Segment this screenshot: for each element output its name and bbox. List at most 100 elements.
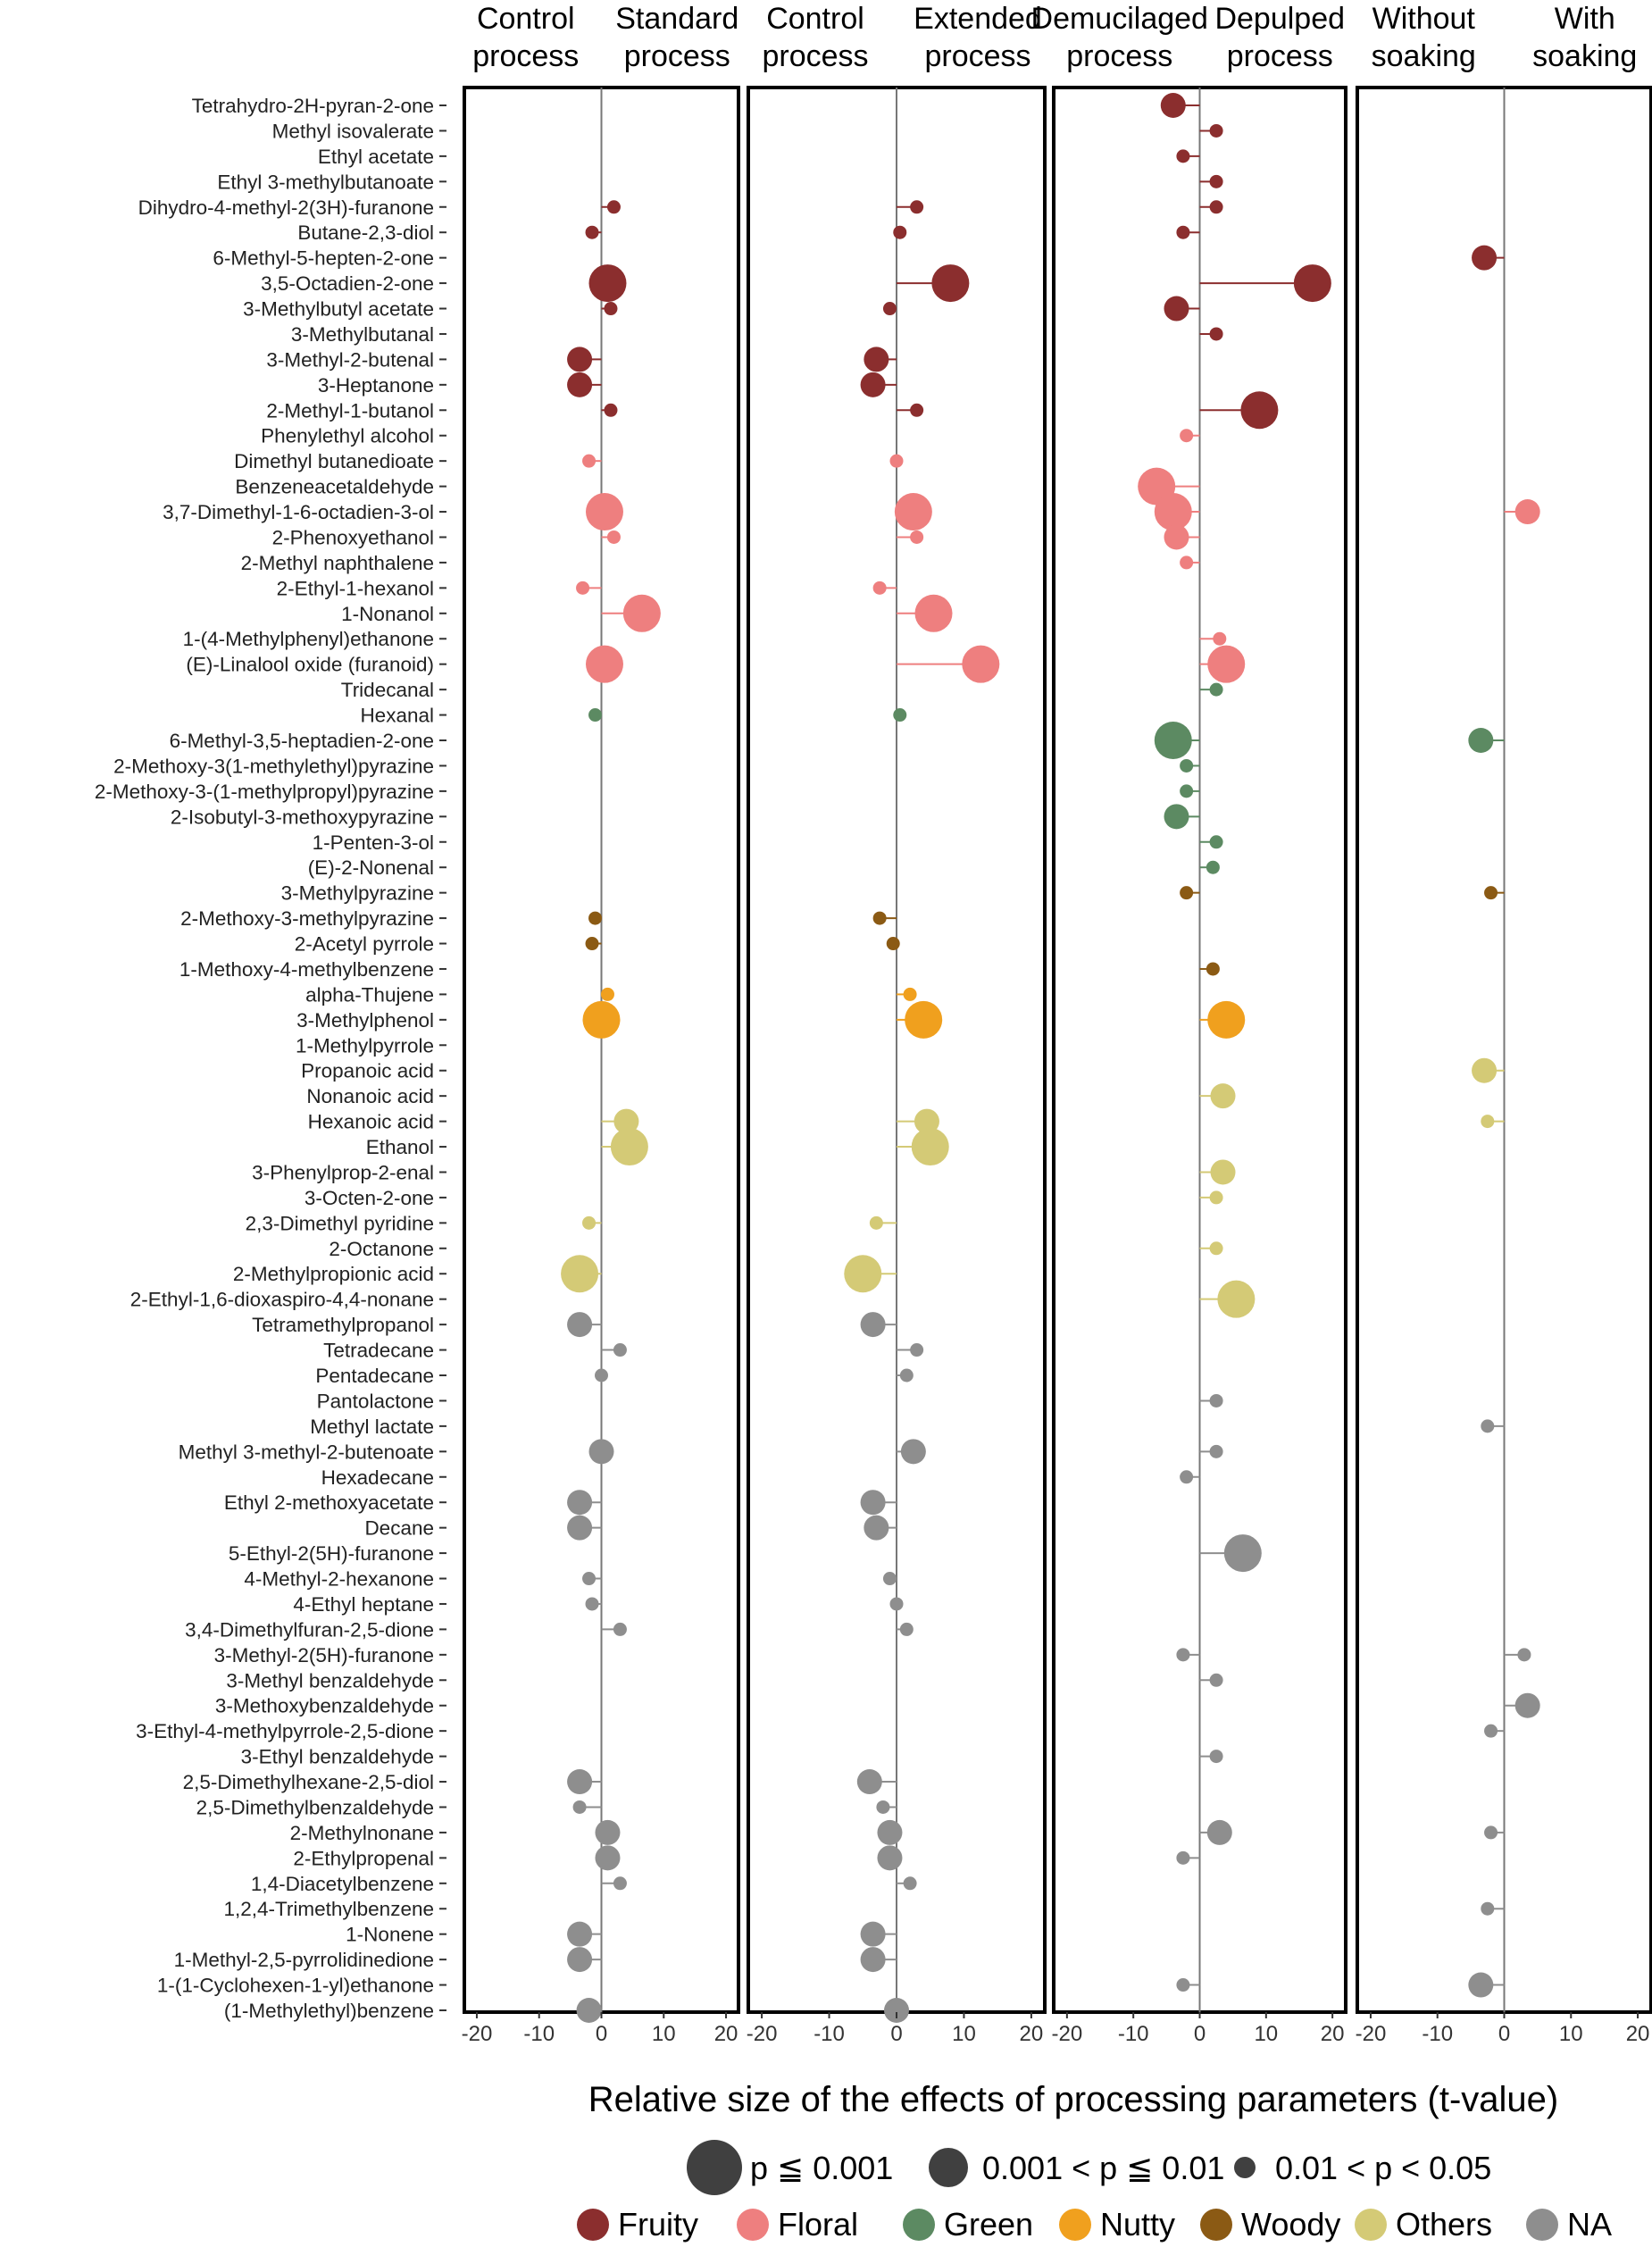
compound-label: (1-Methylethyl)benzene — [224, 2000, 434, 2022]
compound-label: Benzeneacetaldehyde — [235, 476, 434, 498]
data-marks — [561, 93, 1540, 2023]
x-tick-label: 0 — [596, 2022, 607, 2046]
category-legend-key — [1059, 2209, 1091, 2241]
data-point — [1176, 1648, 1190, 1662]
data-point — [567, 1515, 593, 1541]
compound-label: 1,2,4-Trimethylbenzene — [223, 1898, 434, 1920]
data-point — [613, 1343, 627, 1357]
data-point — [1484, 1724, 1498, 1738]
data-point — [1207, 1000, 1246, 1039]
compound-label: 2-Isobutyl-3-methoxypyrazine — [171, 806, 434, 828]
data-point — [610, 1128, 648, 1166]
data-point — [1481, 1115, 1495, 1129]
data-point — [585, 225, 599, 239]
compound-label: Ethanol — [366, 1136, 434, 1158]
panel-left-label: process — [762, 39, 868, 73]
data-point — [1484, 1825, 1498, 1840]
compound-label: 6-Methyl-5-hepten-2-one — [213, 247, 434, 270]
data-point — [864, 347, 889, 372]
data-point — [613, 1622, 627, 1636]
data-point — [1176, 1978, 1190, 1992]
data-point — [893, 708, 907, 723]
panel-left-label: process — [472, 39, 579, 73]
compound-labels: Tetrahydro-2H-pyran-2-one Methyl isovaler… — [95, 95, 446, 2022]
panel-left-label: soaking — [1372, 39, 1476, 73]
data-point — [900, 1439, 926, 1465]
compound-label: 4-Ethyl heptane — [293, 1593, 434, 1616]
data-point — [886, 937, 900, 951]
x-tick-label: -10 — [813, 2022, 845, 2046]
compound-label: 3-Methyl-2-butenal — [266, 348, 434, 371]
data-point — [582, 454, 597, 468]
data-point — [613, 1108, 639, 1134]
data-point — [1180, 758, 1194, 773]
compound-label: 2-Methyl-1-butanol — [266, 399, 434, 422]
data-point — [931, 264, 970, 303]
x-tick-label: 10 — [1559, 2022, 1583, 2046]
compound-label: 3-Phenylprop-2-enal — [252, 1161, 434, 1183]
data-point — [1209, 174, 1223, 188]
significance-legend-key — [1234, 2157, 1256, 2178]
data-point — [1180, 555, 1194, 570]
compound-label: 1-Methylpyrrole — [296, 1034, 434, 1057]
data-point — [899, 1368, 914, 1382]
compound-label: Butane-2,3-diol — [297, 221, 434, 244]
data-point — [962, 645, 1000, 683]
compound-label: 5-Ethyl-2(5H)-furanone — [229, 1542, 434, 1565]
compound-label: 2-Ethyl-1-hexanol — [277, 577, 434, 599]
data-point — [1180, 429, 1194, 443]
data-point — [1207, 645, 1246, 683]
data-point — [567, 1312, 593, 1338]
x-tick-label: 20 — [1020, 2022, 1044, 2046]
data-point — [1176, 1850, 1190, 1865]
panel-headers: ControlprocessStandardprocessControlproc… — [472, 2, 1637, 73]
data-point — [1240, 391, 1279, 430]
data-point — [914, 1108, 939, 1134]
data-point — [889, 1597, 904, 1611]
compound-label: Tridecanal — [341, 679, 434, 701]
compound-label: 2-Methoxy-3(1-methylethyl)pyrazine — [113, 755, 434, 777]
category-legend-key — [1526, 2209, 1558, 2241]
data-point — [860, 372, 886, 397]
data-point — [1468, 1972, 1494, 1998]
data-point — [894, 493, 932, 531]
data-point — [567, 372, 593, 397]
data-point — [576, 1998, 602, 2023]
data-point — [585, 1597, 599, 1611]
compound-label: Ethyl 2-methoxyacetate — [224, 1491, 434, 1514]
x-axes: -20 -10 0 10 20 -20 -10 0 10 20 -20 -10 0 10 20 -20 -10 0… — [462, 2012, 1649, 2046]
data-point — [613, 1876, 627, 1891]
data-point — [1160, 93, 1186, 118]
data-point — [1209, 835, 1223, 849]
compound-label: 2-Methyl naphthalene — [241, 552, 434, 574]
panel-left-label: Without — [1372, 2, 1476, 36]
data-point — [576, 581, 590, 595]
data-point — [1209, 1750, 1223, 1764]
significance-legend-key — [929, 2148, 968, 2187]
x-tick-label: -20 — [462, 2022, 493, 2046]
data-point — [567, 1921, 593, 1947]
data-point — [1209, 1444, 1223, 1458]
data-point — [1517, 1648, 1531, 1662]
data-point — [856, 1769, 882, 1795]
x-tick-label: 10 — [952, 2022, 976, 2046]
panel-right-label: Extended — [914, 2, 1042, 36]
compound-label: 1-Methoxy-4-methylbenzene — [179, 958, 434, 981]
data-point — [882, 302, 897, 316]
data-point — [1209, 327, 1223, 341]
category-legend-label: Others — [1396, 2206, 1492, 2243]
data-point — [582, 1000, 621, 1039]
data-point — [1481, 1419, 1495, 1433]
data-point — [882, 1572, 897, 1586]
significance-legend-label: 0.001 < p ≦ 0.01 — [982, 2150, 1224, 2186]
data-point — [877, 1845, 903, 1871]
data-point — [910, 1343, 924, 1357]
compound-label: Methyl isovalerate — [272, 120, 434, 142]
compound-label: 1-Nonene — [346, 1924, 434, 1946]
compound-label: 2-Octanone — [329, 1238, 434, 1260]
data-point — [567, 1947, 593, 1973]
x-tick-label: -20 — [747, 2022, 778, 2046]
compound-label: Ethyl 3-methylbutanoate — [217, 171, 434, 193]
data-point — [1481, 1901, 1495, 1916]
data-point — [561, 1255, 599, 1293]
